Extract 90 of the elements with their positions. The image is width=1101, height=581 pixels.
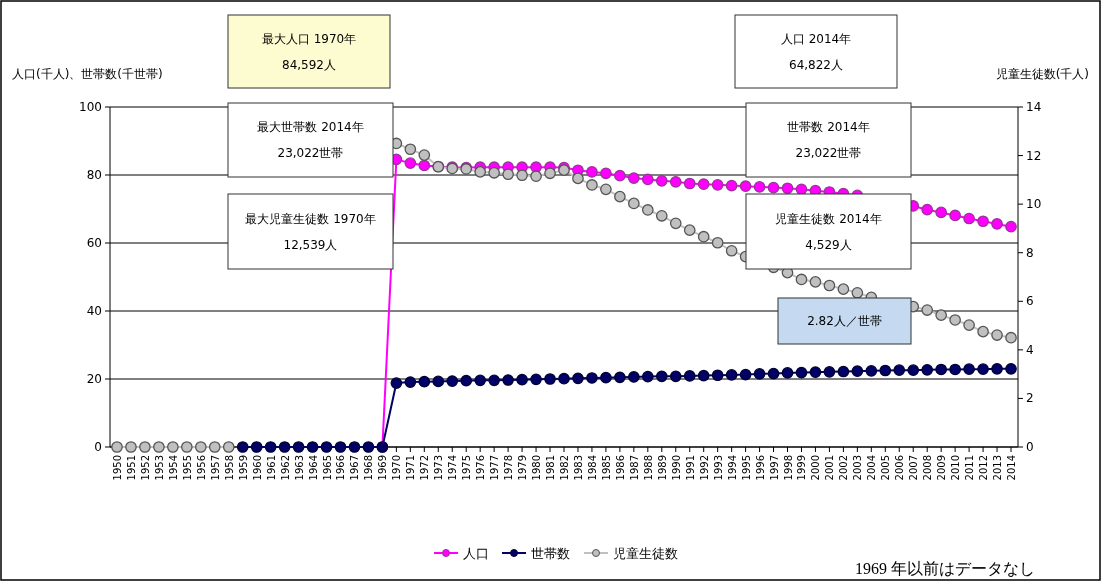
x-tick-label: 1973 [433,455,445,481]
x-tick-label: 1954 [167,455,179,481]
annotation: 2.82人／世帯 [807,314,882,328]
x-tick-label: 1991 [684,455,696,481]
x-tick-label: 1966 [335,455,347,481]
x-tick-label: 1957 [209,455,221,481]
x-tick-label: 1963 [293,455,305,481]
y2-axis-title: 児童生徒数(千人) [995,67,1089,81]
y2-tick-label: 12 [1026,148,1042,163]
x-tick-label: 1955 [181,455,193,481]
x-tick-label: 1961 [265,455,277,481]
y-tick-label: 0 [94,440,102,454]
x-tick-label: 1952 [139,455,151,481]
x-tick-label: 2011 [964,455,976,481]
annotation: 最大世帯数 2014年 23,022世帯 [257,120,364,160]
y2-tick-label: 14 [1026,100,1042,114]
x-tick-label: 1980 [531,455,543,481]
x-tick-label: 1978 [503,455,515,481]
annotation: 最大児童生徒数 1970年 12,539人 [245,211,376,252]
x-tick-label: 1971 [405,455,417,481]
y2-tick-label: 2 [1026,391,1034,406]
x-tick-label: 1959 [237,455,249,481]
y-tick-label: 60 [86,236,102,250]
y2-tick-label: 10 [1026,197,1042,212]
x-tick-label: 2001 [824,455,836,481]
x-tick-label: 1960 [251,455,263,481]
x-tick-label: 1990 [670,455,682,481]
x-tick-label: 1996 [754,455,766,481]
x-tick-label: 1979 [517,455,529,481]
x-tick-label: 1965 [321,455,333,481]
x-tick-label: 1977 [489,455,501,481]
x-tick-label: 1993 [712,455,724,481]
x-tick-label: 1986 [614,455,626,481]
y-tick-label: 100 [79,100,102,114]
x-tick-label: 1983 [572,455,584,481]
legend-label: 世帯数 [531,546,570,561]
legend-label: 児童生徒数 [613,546,678,561]
y-tick-label: 20 [86,372,102,386]
x-tick-label: 1992 [698,455,710,481]
x-tick-label: 2003 [852,455,864,481]
x-tick-label: 2010 [950,455,962,481]
x-tick-label: 2006 [894,455,906,481]
y2-tick-label: 0 [1026,440,1034,454]
text: 1969 年以前はデータなし [855,560,1035,577]
x-tick-label: 1987 [628,455,640,481]
x-tick-label: 2012 [978,455,990,481]
x-tick-label: 1997 [768,455,780,481]
x-tick-label: 1976 [475,455,487,481]
x-tick-label: 1989 [656,455,668,481]
x-tick-label: 1964 [307,455,319,481]
x-tick-label: 1985 [600,455,612,481]
x-tick-label: 1972 [419,455,431,481]
x-tick-label: 1956 [195,455,207,481]
x-tick-label: 1998 [782,455,794,481]
x-tick-label: 1962 [279,455,291,481]
y2-tick-label: 4 [1026,342,1034,357]
x-tick-label: 1984 [586,455,598,481]
x-tick-label: 1967 [349,455,361,481]
x-tick-label: 1968 [363,455,375,481]
x-tick-label: 2008 [922,455,934,481]
annotation: 世帯数 2014年 23,022世帯 [787,120,870,160]
x-tick-label: 2000 [810,455,822,481]
x-tick-label: 1950 [111,455,123,481]
x-tick-label: 1951 [125,455,137,481]
x-tick-label: 1969 [377,455,389,481]
x-tick-label: 2009 [936,455,948,481]
x-tick-label: 2004 [866,455,878,481]
x-tick-label: 2005 [880,455,892,481]
x-tick-label: 1953 [153,455,165,481]
x-tick-label: 1974 [447,455,459,481]
annotation: 児童生徒数 2014年 4,529人 [775,211,882,252]
x-tick-label: 2007 [908,455,920,481]
x-tick-label: 1994 [726,455,738,481]
x-tick-label: 1958 [223,455,235,481]
x-tick-label: 1970 [391,455,403,481]
y-axis-title: 人口(千人)、世帯数(千世帯) [12,67,163,81]
x-tick-label: 1975 [461,455,473,481]
x-tick-label: 1988 [642,455,654,481]
x-tick-label: 2013 [992,455,1004,481]
y2-tick-label: 8 [1026,245,1034,260]
x-tick-label: 2014 [1006,455,1018,481]
x-tick-label: 1995 [740,455,752,481]
legend-label: 人口 [463,546,489,561]
x-tick-label: 2002 [838,455,850,481]
x-tick-label: 1981 [545,455,557,481]
y-tick-label: 80 [86,168,102,182]
y-tick-label: 40 [86,304,102,318]
x-tick-label: 1982 [559,455,570,481]
x-tick-label: 1999 [796,455,808,481]
y2-tick-label: 6 [1026,294,1034,309]
